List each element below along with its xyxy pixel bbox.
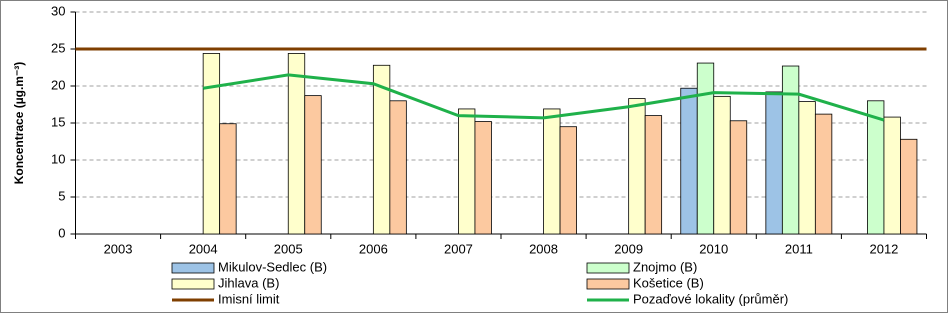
legend-label: Košetice (B) [633,275,704,290]
legend-swatch [171,278,215,290]
bar [559,126,577,235]
y-tick-label: 0 [58,225,65,240]
legend-label: Mikulov-Sedlec (B) [218,259,327,274]
y-tick-label: 15 [51,114,65,129]
x-tick-label: 2009 [614,241,643,256]
legend-label: Jihlava (B) [218,275,279,290]
bar [814,113,833,235]
bar [458,108,476,235]
bar [781,65,800,235]
y-tick-label: 20 [51,77,65,92]
legend-swatch [586,278,630,290]
bar [474,121,492,235]
legend-swatch [586,262,630,274]
x-tick-label: 2010 [699,241,728,256]
y-tick-label: 10 [51,151,65,166]
bar [628,98,646,235]
x-tick-label: 2008 [529,241,558,256]
bar [696,62,715,235]
bar [304,95,322,235]
bar [287,53,306,235]
x-tick-label: 2005 [274,241,303,256]
x-tick-label: 2011 [785,241,813,256]
bar [680,87,698,235]
x-tick-label: 2007 [444,241,473,256]
bar [202,53,221,235]
x-tick-label: 2012 [869,241,898,256]
y-axis-title: Koncentrace (µg.m⁻³) [12,62,26,185]
x-tick-label: 2003 [104,241,133,256]
bar [713,95,731,235]
y-tick-label: 30 [51,3,65,18]
bar [543,108,561,235]
bar [900,138,918,235]
bar [798,101,816,235]
bar [729,120,748,235]
legend-label: Znojmo (B) [633,259,697,274]
legend-swatch [171,262,215,274]
bar [883,116,901,235]
y-tick-label: 5 [58,188,65,203]
legend-label: Imisní limit [218,291,280,306]
x-tick-label: 2004 [189,241,218,256]
bar [389,100,407,235]
bar [219,123,237,235]
bar [765,91,783,235]
bar [644,115,663,235]
y-tick-label: 25 [51,40,65,55]
legend-label: Pozaďové lokality (průměr) [633,291,788,306]
average-line [202,73,885,122]
x-tick-label: 2006 [359,241,388,256]
